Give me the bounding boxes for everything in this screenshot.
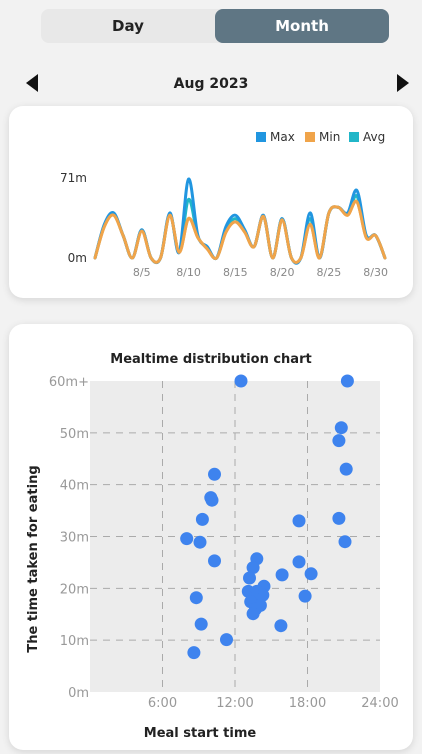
legend-swatch-max xyxy=(256,132,266,142)
series-line-max xyxy=(93,177,387,265)
legend-swatch-avg xyxy=(349,132,359,142)
scatter-point xyxy=(189,591,203,605)
scatter-point xyxy=(332,511,346,525)
series-line-min xyxy=(93,199,387,264)
duration-trend-card: Max Min Avg 71m 0m 8/5 8/10 8/15 8/20 8/25 8/30 xyxy=(9,106,413,298)
scatter-point xyxy=(234,374,248,388)
x-axis-label: Meal start time xyxy=(144,726,257,741)
chart-title: Mealtime distribution chart xyxy=(110,352,311,367)
scatter-point xyxy=(298,589,312,603)
scatter-point xyxy=(275,568,289,582)
y-tick-label: 71m xyxy=(60,171,87,185)
x-tick-label: 8/20 xyxy=(270,266,295,279)
y-tick-label: 30m xyxy=(60,531,89,546)
scatter-point xyxy=(246,561,260,575)
legend-swatch-min xyxy=(305,132,315,142)
scatter-point xyxy=(340,374,354,388)
next-month-icon[interactable] xyxy=(397,74,409,92)
scatter-point xyxy=(208,467,221,481)
scatter-point xyxy=(220,633,233,647)
scatter-point xyxy=(195,512,209,526)
x-tick-label: 8/5 xyxy=(133,266,151,279)
current-period-label: Aug 2023 xyxy=(173,76,249,92)
scatter-point xyxy=(332,434,346,448)
scatter-point xyxy=(194,617,208,631)
scatter-point xyxy=(339,462,353,476)
x-tick-label: 8/10 xyxy=(176,266,201,279)
series-line-avg xyxy=(93,194,387,265)
y-tick-label: 60m+ xyxy=(49,375,89,390)
legend-label-min: Min xyxy=(319,130,340,144)
scatter-point xyxy=(338,535,352,549)
tab-day[interactable]: Day xyxy=(112,17,144,35)
scatter-point xyxy=(208,554,221,568)
y-tick-label: 50m xyxy=(60,427,89,442)
scatter-point xyxy=(274,619,288,633)
scatter-point xyxy=(193,535,207,549)
mealtime-scatter-chart: 0m 10m 20m 30m 40m 50m 60m+ 6:00 12:00 18:00 24:00… xyxy=(26,352,399,741)
x-tick-label: 24:00 xyxy=(361,696,398,711)
scatter-point xyxy=(304,567,318,581)
x-tick-label: 12:00 xyxy=(216,696,253,711)
y-tick-label: 0m xyxy=(68,686,89,701)
y-tick-label: 0m xyxy=(68,251,87,265)
x-tick-label: 8/15 xyxy=(223,266,248,279)
y-tick-label: 20m xyxy=(60,582,89,597)
scatter-point xyxy=(246,607,260,621)
y-axis-label: The time taken for eating xyxy=(26,465,41,652)
scatter-point xyxy=(292,514,306,528)
scatter-point xyxy=(187,646,201,660)
scatter-point xyxy=(292,555,306,569)
legend-label-max: Max xyxy=(270,130,295,144)
previous-month-icon[interactable] xyxy=(26,74,38,92)
y-tick-label: 40m xyxy=(60,479,89,494)
x-tick-label: 18:00 xyxy=(289,696,326,711)
scatter-point xyxy=(334,421,348,435)
scatter-point xyxy=(205,493,219,507)
legend-label-avg: Avg xyxy=(363,130,385,144)
scatter-point xyxy=(243,571,256,585)
period-toggle: Day Month xyxy=(41,9,389,43)
x-tick-label: 8/25 xyxy=(317,266,342,279)
mealtime-distribution-card: 0m 10m 20m 30m 40m 50m 60m+ 6:00 12:00 18:00 24:00… xyxy=(9,324,413,750)
y-tick-label: 10m xyxy=(60,634,89,649)
tab-month[interactable]: Month xyxy=(215,9,389,43)
x-tick-label: 6:00 xyxy=(148,696,177,711)
duration-line-chart: Max Min Avg 71m 0m 8/5 8/10 8/15 8/20 8/25 8/30 xyxy=(60,130,388,279)
x-tick-label: 8/30 xyxy=(363,266,388,279)
scatter-point xyxy=(180,532,194,546)
